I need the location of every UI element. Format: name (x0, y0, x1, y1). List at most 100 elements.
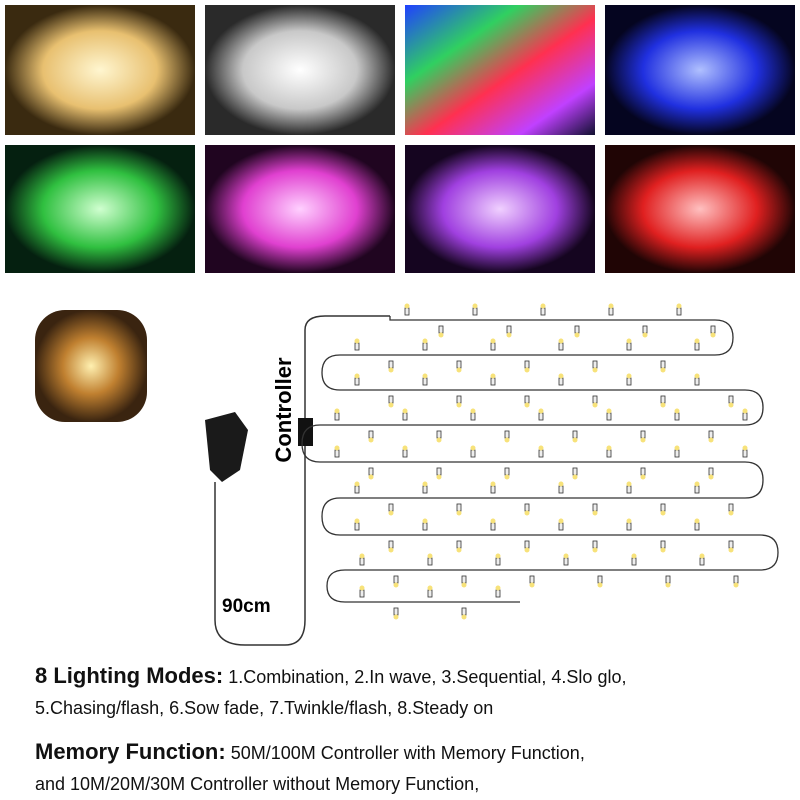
bulb (676, 307, 682, 316)
bulb-glow (461, 582, 467, 588)
bulb (427, 557, 433, 566)
bulb-glow (422, 518, 428, 524)
bulb-glow (710, 332, 716, 338)
bulb-glow (606, 445, 612, 451)
tile-white (205, 5, 395, 135)
bulb (461, 607, 467, 616)
bulb-glow (676, 303, 682, 309)
bulb-glow (404, 303, 410, 309)
bulb (388, 360, 394, 369)
bulb-glow (660, 510, 666, 516)
bulb (388, 503, 394, 512)
bulb-glow (538, 408, 544, 414)
bulb-glow (402, 408, 408, 414)
bulb (733, 575, 739, 584)
bulb-glow (606, 408, 612, 414)
bulb-glow (728, 547, 734, 553)
wire (301, 316, 779, 603)
bulb-glow (640, 474, 646, 480)
bulb (359, 589, 365, 598)
bulb (393, 607, 399, 616)
bulb-glow (626, 373, 632, 379)
bulb (694, 342, 700, 351)
bulb (699, 557, 705, 566)
line: 8 Lighting Modes: 1.Combination, 2.In wa… (35, 660, 626, 693)
bulb-glow (427, 585, 433, 591)
bulb-glow (524, 367, 530, 373)
bulb (524, 360, 530, 369)
line: Memory Function: 50M/100M Controller wit… (35, 736, 585, 769)
bulb (674, 449, 680, 458)
bulb (742, 449, 748, 458)
bulb (456, 360, 462, 369)
bulb-glow (393, 582, 399, 588)
bulb-glow (626, 338, 632, 344)
bulb (422, 485, 428, 494)
bulb (558, 377, 564, 386)
bulb-glow (660, 402, 666, 408)
bulb (592, 395, 598, 404)
bulb-glow (422, 481, 428, 487)
tile-red (605, 145, 795, 273)
bulb (354, 522, 360, 531)
bulb-glow (694, 338, 700, 344)
bulb (710, 325, 716, 334)
bulb (640, 467, 646, 476)
bulb-glow (393, 614, 399, 620)
bulb-glow (674, 408, 680, 414)
bulb-glow (438, 332, 444, 338)
bulb-glow (334, 445, 340, 451)
modes-text: 8 Lighting Modes: 1.Combination, 2.In wa… (35, 660, 626, 724)
bulb (334, 449, 340, 458)
bulb-glow (540, 303, 546, 309)
bulb (626, 522, 632, 531)
bulb (540, 307, 546, 316)
controller-label: Controller (271, 357, 296, 463)
bulb-glow (572, 474, 578, 480)
bulb-glow (626, 518, 632, 524)
bulb (660, 360, 666, 369)
bulb-glow (354, 338, 360, 344)
feature-title: Memory Function: (35, 739, 226, 764)
bulb (626, 377, 632, 386)
bulb (490, 342, 496, 351)
bulb (660, 503, 666, 512)
bulb (538, 412, 544, 421)
bulb-glow (368, 437, 374, 443)
bulb (490, 377, 496, 386)
bulb (436, 430, 442, 439)
bulb (728, 540, 734, 549)
bulb-glow (490, 481, 496, 487)
bulb (694, 377, 700, 386)
bulb (422, 522, 428, 531)
bulb-glow (490, 373, 496, 379)
bulb-glow (422, 338, 428, 344)
bulb (404, 307, 410, 316)
bulb (359, 557, 365, 566)
bulb-glow (456, 402, 462, 408)
bulb-glow (524, 402, 530, 408)
bulb-glow (592, 402, 598, 408)
bulb (642, 325, 648, 334)
bulb-glow (660, 547, 666, 553)
feature-line: 5.Chasing/flash, 6.Sow fade, 7.Twinkle/f… (35, 698, 494, 718)
bulb (574, 325, 580, 334)
bulb (456, 395, 462, 404)
bulb-glow (728, 510, 734, 516)
bulb (422, 377, 428, 386)
bulb-glow (504, 474, 510, 480)
bulb-glow (529, 582, 535, 588)
bulb (472, 307, 478, 316)
bulb (368, 467, 374, 476)
bulb-glow (427, 553, 433, 559)
bulb (490, 485, 496, 494)
bulb-glow (563, 553, 569, 559)
bulb (660, 395, 666, 404)
controller-box (298, 418, 313, 446)
bulb (606, 412, 612, 421)
bulb (393, 575, 399, 584)
bulb (606, 449, 612, 458)
bulb (456, 503, 462, 512)
bulb (694, 485, 700, 494)
bulb-glow (694, 373, 700, 379)
